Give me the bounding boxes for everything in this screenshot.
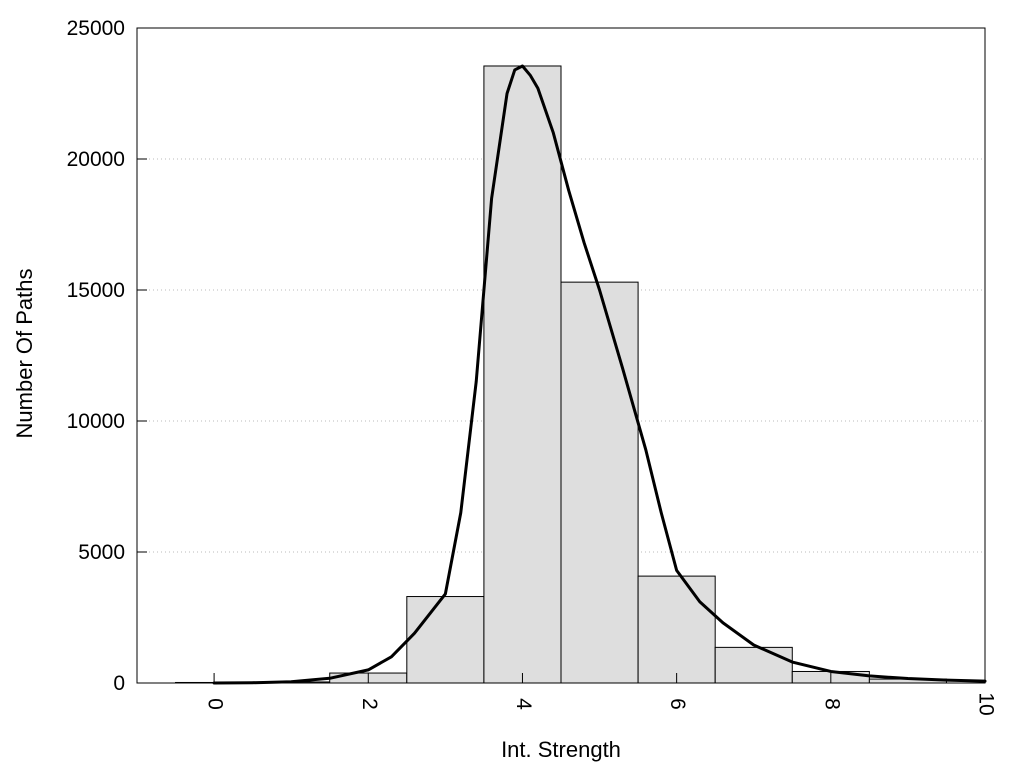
bar — [714, 646, 793, 684]
bar — [637, 575, 716, 684]
y-axis-ticks: 0 5000 10000 15000 20000 25000 — [67, 17, 147, 695]
x-tick-label: 4 — [512, 698, 535, 710]
y-tick-label: 5000 — [78, 541, 125, 564]
y-tick-label: 10000 — [67, 410, 125, 433]
fit-curve-line — [212, 64, 987, 685]
bars — [175, 65, 947, 684]
y-tick-label: 20000 — [67, 148, 125, 171]
x-tick-label: 0 — [204, 698, 227, 710]
x-axis-label: Int. Strength — [501, 737, 621, 762]
x-axis-ticks: 0 2 4 6 8 10 — [204, 673, 998, 716]
x-tick-label: 6 — [666, 698, 689, 710]
y-axis-label: Number Of Paths — [12, 269, 37, 439]
x-tick-label: 10 — [975, 692, 998, 715]
y-tick-label: 15000 — [67, 279, 125, 302]
y-tick-label: 0 — [113, 672, 125, 695]
bar — [483, 65, 562, 684]
x-tick-label: 2 — [358, 698, 381, 710]
y-tick-label: 25000 — [67, 17, 125, 40]
bar — [560, 281, 639, 684]
x-tick-label: 8 — [820, 698, 843, 710]
bar — [406, 596, 485, 684]
plot-frame — [136, 27, 986, 684]
curve — [212, 64, 987, 685]
